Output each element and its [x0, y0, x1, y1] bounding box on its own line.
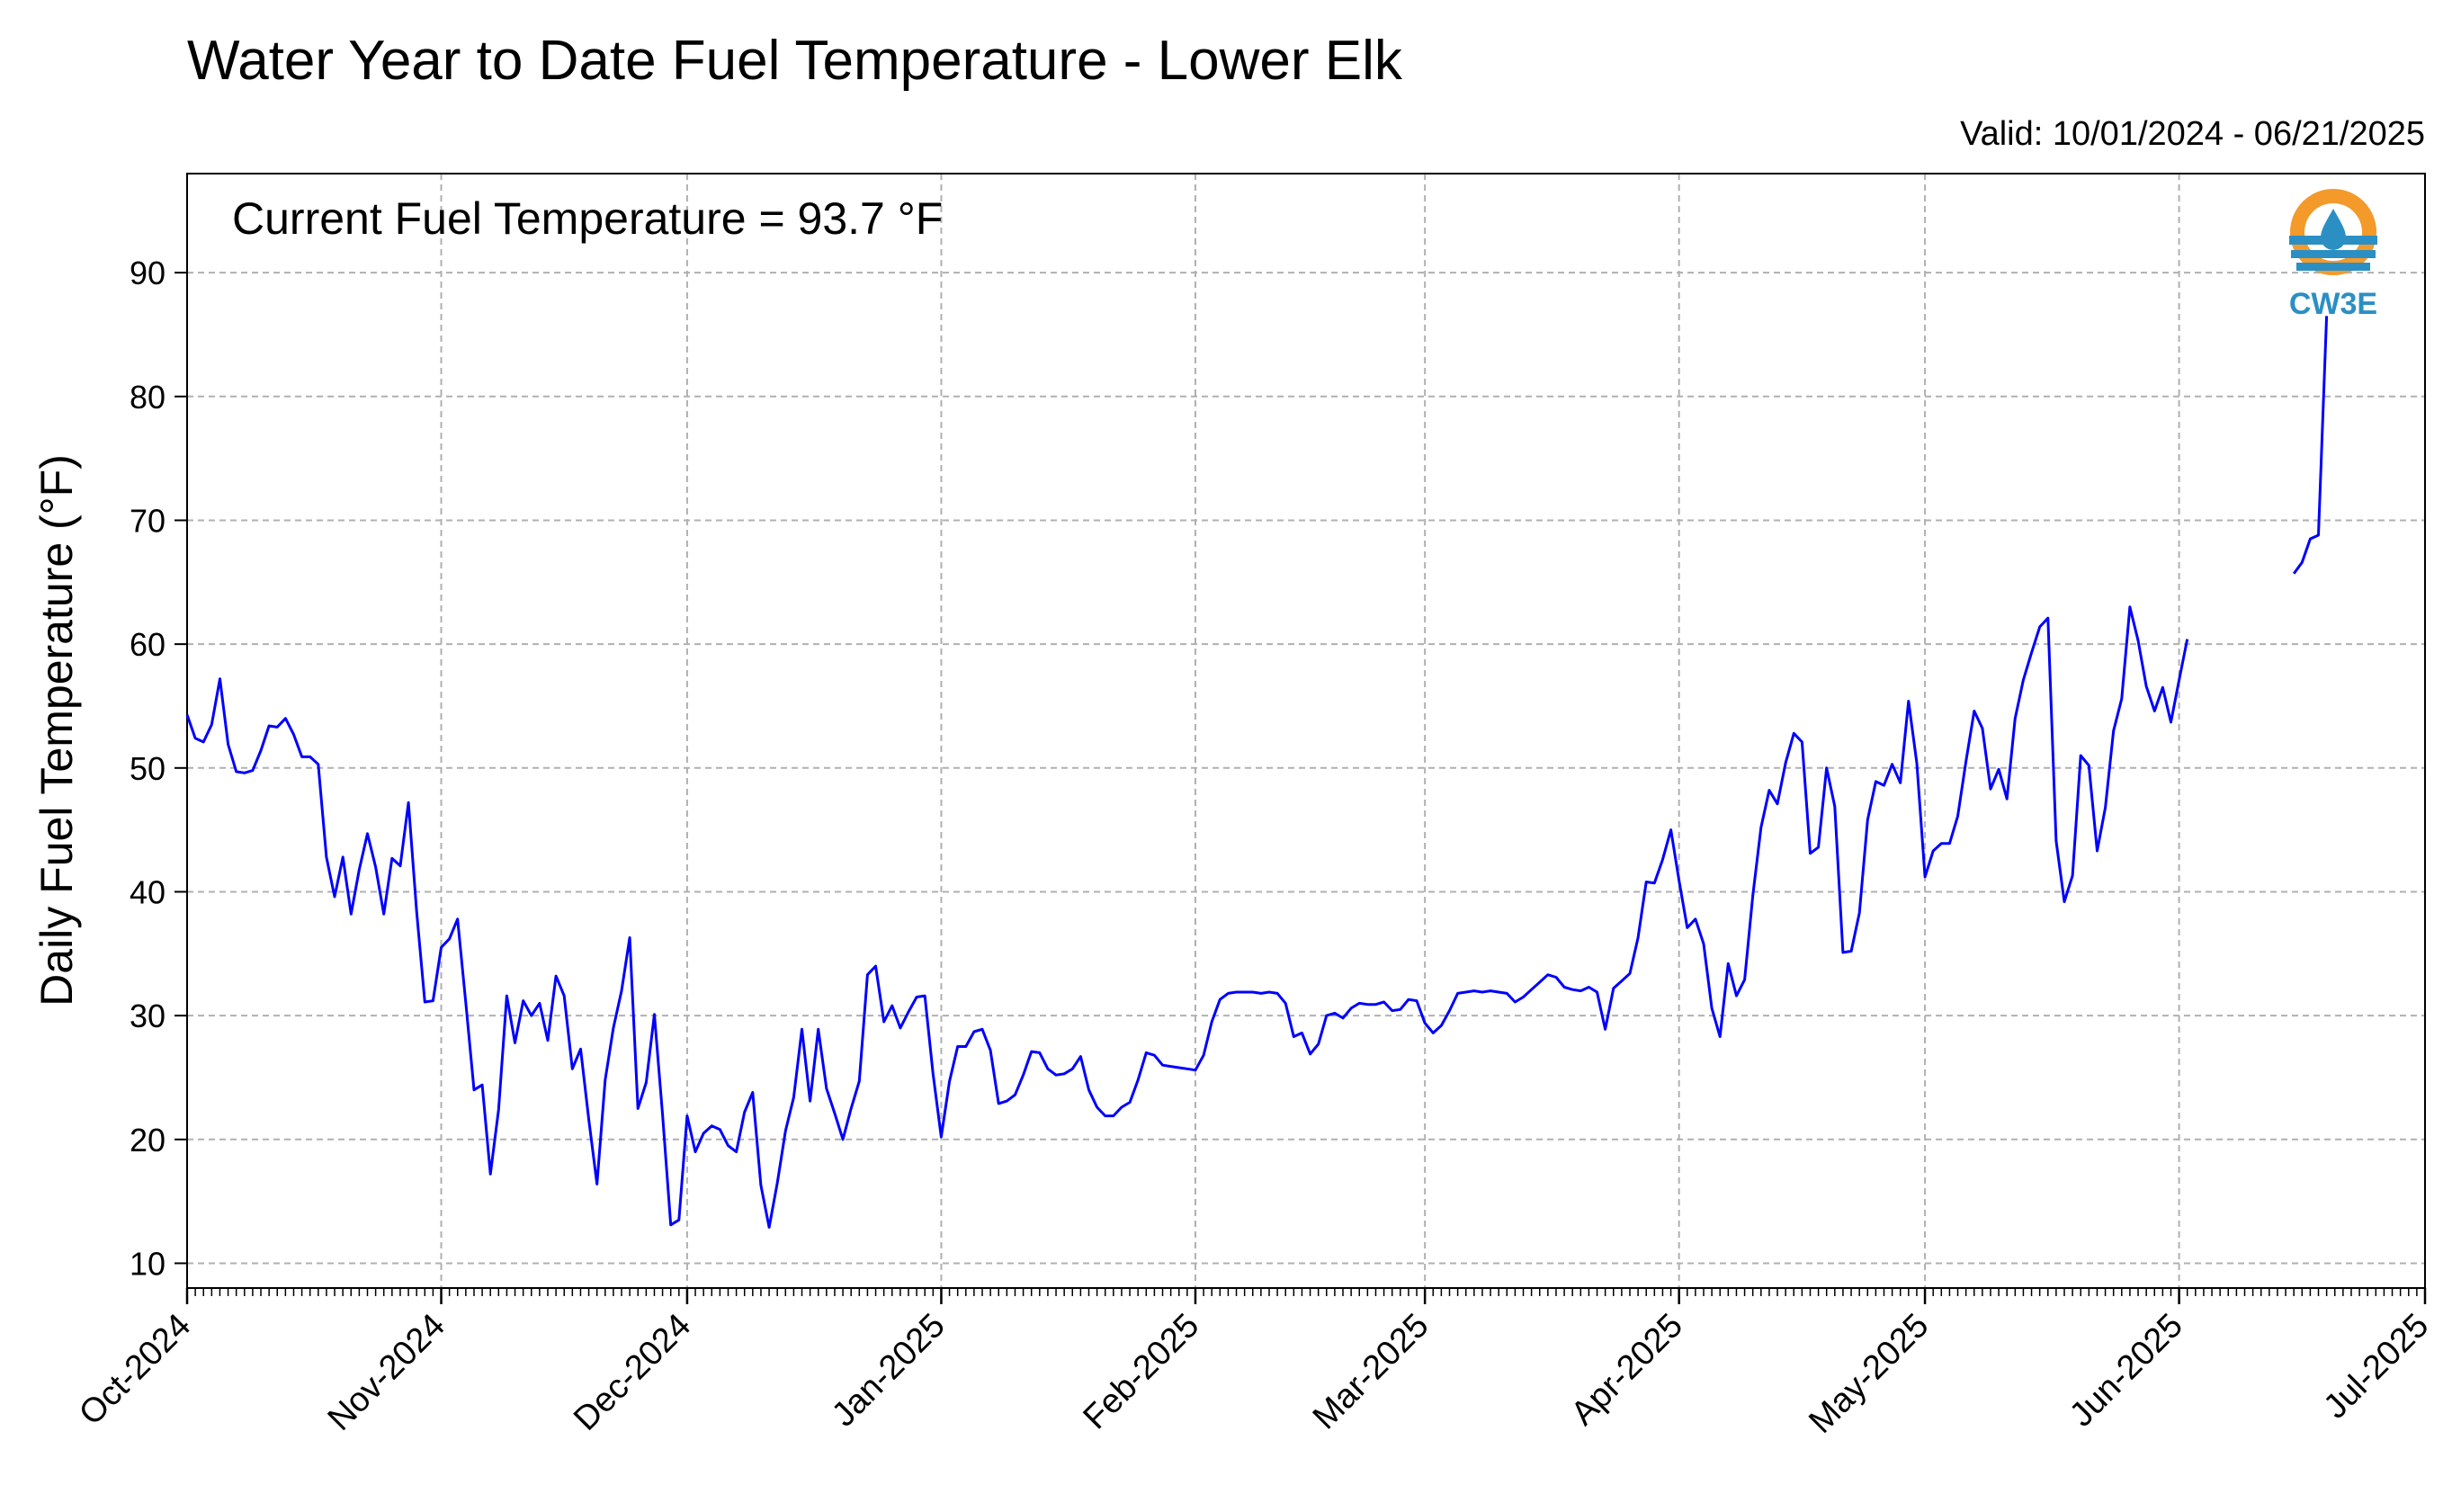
x-tick-label: Nov-2024	[321, 1307, 452, 1438]
x-tick-label: Jan-2025	[825, 1307, 953, 1435]
x-tick-label: May-2025	[1802, 1307, 1936, 1441]
y-tick-label: 60	[130, 626, 166, 663]
plot-frame	[186, 173, 2426, 1289]
x-axis-ticks: Oct-2024 Nov-2024 Dec-2024 Jan-2025 Feb-2025…	[72, 1288, 2436, 1441]
data-series	[185, 316, 2329, 1229]
y-axis-ticks: 10 20 30 40 50 60 70 80 90	[130, 255, 187, 1282]
logo-droplet-icon	[2321, 209, 2346, 250]
y-tick-label: 40	[130, 873, 166, 910]
valid-date-range: Valid: 10/01/2024 - 06/21/2025	[1960, 115, 2425, 153]
logo-text: CW3E	[2289, 287, 2377, 321]
y-axis-label: Daily Fuel Temperature (°F)	[31, 454, 82, 1007]
y-tick-label: 50	[130, 750, 166, 787]
x-tick-label: Feb-2025	[1077, 1307, 1207, 1437]
y-tick-label: 80	[130, 379, 166, 416]
y-tick-label: 30	[130, 998, 166, 1034]
fuel-temperature-line	[185, 605, 2189, 1229]
grid-lines	[186, 174, 2426, 1288]
x-tick-label: Apr-2025	[1564, 1307, 1690, 1433]
x-tick-label: Jul-2025	[2317, 1307, 2437, 1427]
current-temperature-annotation: Current Fuel Temperature = 93.7 °F	[232, 193, 943, 244]
logo-wave-icon	[2296, 263, 2370, 271]
y-tick-label: 70	[130, 502, 166, 539]
fuel-temperature-line	[2292, 316, 2329, 575]
chart-title: Water Year to Date Fuel Temperature - Lo…	[187, 30, 1403, 92]
x-tick-label: Mar-2025	[1306, 1307, 1436, 1437]
logo-wave-icon	[2291, 250, 2376, 258]
x-tick-label: Oct-2024	[72, 1307, 198, 1433]
x-tick-label: Jun-2025	[2063, 1307, 2190, 1435]
y-tick-label: 90	[130, 255, 166, 291]
x-axis-minor-ticks	[186, 1288, 2426, 1296]
x-tick-label: Dec-2024	[567, 1307, 698, 1438]
cw3e-logo: CW3E	[2289, 189, 2377, 321]
y-tick-label: 20	[130, 1122, 166, 1159]
y-tick-label: 10	[130, 1245, 166, 1282]
